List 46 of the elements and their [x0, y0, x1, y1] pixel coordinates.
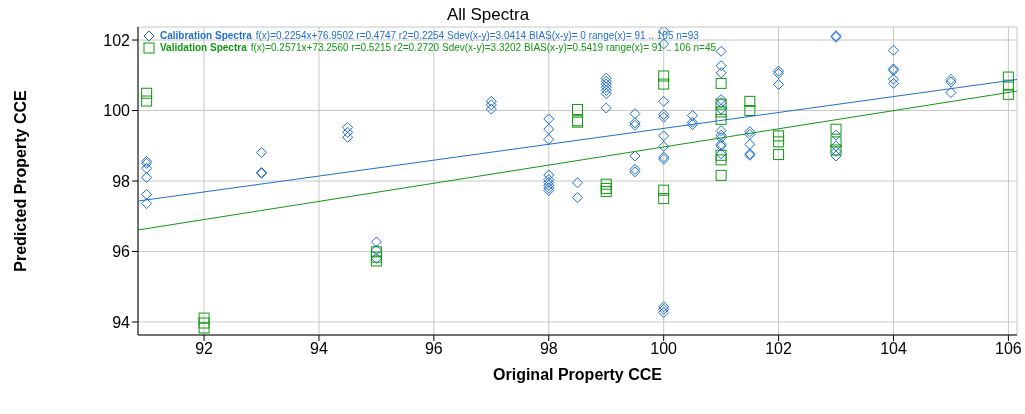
point — [773, 136, 785, 148]
point — [658, 193, 670, 205]
point — [658, 78, 670, 90]
y-tick-label: 94 — [112, 313, 131, 331]
point — [1002, 71, 1014, 83]
point — [198, 322, 210, 334]
point — [141, 87, 153, 99]
point — [572, 103, 583, 115]
x-tick-label: 100 — [650, 340, 678, 358]
point — [744, 95, 756, 107]
x-tick-label: 106 — [995, 340, 1022, 358]
point — [715, 113, 727, 125]
legend-label: Validation Spectra — [160, 42, 247, 54]
point — [744, 105, 756, 117]
point — [141, 95, 153, 107]
y-axis-title: Predicted Property CCE — [11, 89, 29, 272]
point — [715, 154, 727, 166]
point — [600, 186, 612, 198]
point — [773, 130, 785, 142]
point — [600, 178, 612, 190]
x-tick-label: 102 — [765, 340, 793, 358]
x-tick-label: 96 — [424, 340, 443, 358]
x-axis-title: Original Property CCE — [493, 366, 663, 383]
point — [830, 123, 842, 135]
point — [830, 136, 842, 148]
y-tick-label: 100 — [103, 102, 131, 120]
x-tick-label: 104 — [880, 340, 907, 358]
y-tick-label: 96 — [112, 243, 131, 261]
y-tick-label: 98 — [112, 172, 131, 190]
point — [1002, 88, 1014, 100]
legend-label: Calibration Spectra — [160, 30, 252, 42]
point — [773, 149, 785, 161]
point — [658, 184, 670, 196]
point — [715, 77, 727, 89]
point — [1002, 79, 1014, 91]
annotation: f(x)=0.2571x+73.2560 r=0.5215 r2=0.2720 Sdev(x-y)=3.3202 BIAS(x-y)=0.5419 range(x)= 91 .. 106 n=45 — [250, 42, 717, 54]
point — [658, 70, 670, 82]
point — [715, 169, 727, 181]
x-tick-label: 98 — [539, 340, 558, 358]
x-tick-label: 92 — [195, 340, 214, 358]
x-tick-label: 94 — [310, 340, 328, 358]
point — [198, 317, 210, 329]
annotation: f(x)=0.2254x+76.9502 r=0.4747 r2=0.2254 Sdev(x-y)=3.0414 BIAS(x-y)= 0 range(x)= 91 .. 105 n=93 — [255, 30, 699, 42]
point — [600, 182, 612, 194]
chart-subtitle: All Spectra — [445, 5, 531, 25]
y-tick-label: 102 — [103, 31, 131, 49]
